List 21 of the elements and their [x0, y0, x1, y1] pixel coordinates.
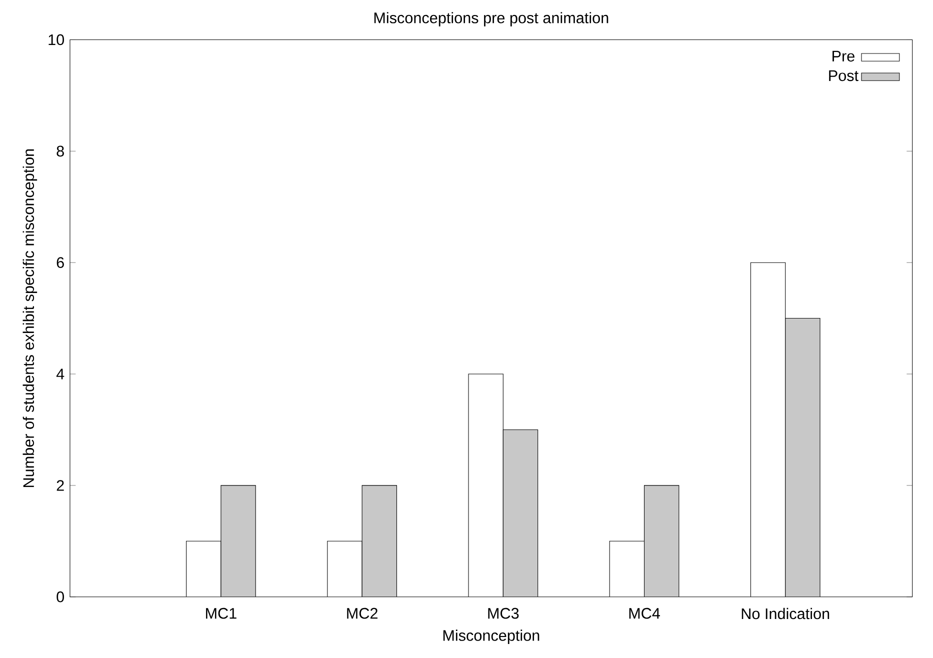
x-tick-label: MC1: [206, 608, 236, 619]
x-tick-label: No Indication: [742, 608, 830, 620]
bar: [362, 485, 397, 597]
chart-title: Misconceptions pre post animation: [374, 12, 608, 26]
x-tick-label: MC2: [347, 608, 378, 619]
x-axis-title: Misconception: [443, 630, 540, 644]
y-tick-label: 10: [48, 34, 64, 46]
x-tick-label: MC3: [488, 608, 519, 619]
y-tick-label: 4: [56, 368, 64, 380]
x-tick-label: MC4: [629, 608, 660, 619]
y-tick-label: 0: [56, 591, 64, 602]
legend-label: Post: [829, 70, 858, 82]
y-axis-title: Number of students exhibit specific misconception: [22, 149, 38, 488]
y-tick-label: 6: [56, 257, 64, 268]
legend-label: Pre: [832, 50, 854, 62]
y-tick-label: 8: [56, 146, 64, 157]
bar: [502, 429, 538, 597]
bar: [220, 485, 256, 597]
y-tick-label: 2: [56, 480, 64, 491]
bar: [785, 318, 820, 597]
bar: [644, 485, 680, 597]
